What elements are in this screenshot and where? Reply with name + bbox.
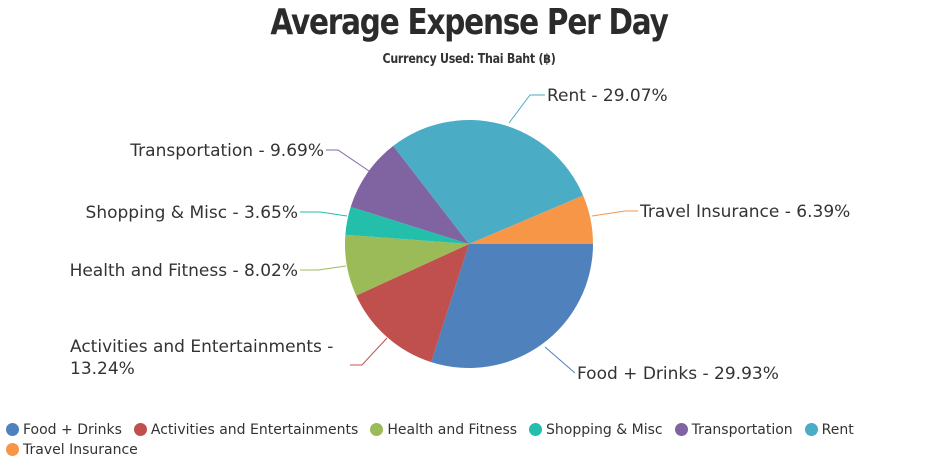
legend-item[interactable]: Health and Fitness [370, 420, 517, 440]
pie-slice-rent[interactable] [393, 120, 584, 244]
pie-slice-travel-insurance[interactable] [469, 195, 593, 244]
chart-title: Average Expense Per Day [270, 2, 668, 43]
pie-slice-activities-and-entertainments[interactable] [356, 244, 469, 363]
label-connector [508, 94, 545, 124]
legend-label: Travel Insurance [23, 442, 138, 458]
legend-item[interactable]: Transportation [674, 420, 793, 440]
slice-data-label: Activities and Entertainments -13.24% [70, 337, 333, 379]
legend-item[interactable]: Food + Drinks [6, 420, 122, 440]
label-connector [326, 149, 373, 174]
legend-marker [529, 423, 543, 436]
pie-slice-transportation[interactable] [350, 145, 469, 244]
legend-item[interactable]: Activities and Entertainments [133, 420, 359, 440]
legend-marker [6, 443, 19, 456]
label-connector [591, 210, 638, 217]
legend-label: Shopping & Misc [546, 422, 663, 438]
label-connector [300, 265, 347, 271]
slice-data-label: Transportation - 9.69% [129, 141, 324, 161]
label-connector [300, 211, 348, 217]
legend-item[interactable]: Travel Insurance [6, 440, 138, 460]
pie-slice-health-and-fitness[interactable] [345, 234, 469, 296]
slice-data-label: Rent - 29.07% [547, 86, 668, 106]
legend-marker [6, 423, 19, 436]
pie-slice-shopping-misc[interactable] [345, 206, 469, 244]
legend-marker [674, 423, 688, 436]
legend-marker [370, 423, 384, 436]
legend-label: Transportation [691, 422, 793, 438]
legend: Food + Drinks Activities and Entertainmen… [6, 420, 936, 460]
slice-data-label: Travel Insurance - 6.39% [639, 202, 850, 222]
slice-data-label: Health and Fitness - 8.02% [70, 261, 298, 281]
legend-label: Food + Drinks [23, 422, 122, 438]
legend-label: Health and Fitness [387, 422, 518, 438]
legend-item[interactable]: Rent [804, 420, 854, 440]
legend-marker [133, 423, 147, 436]
legend-label: Activities and Entertainments [150, 422, 359, 438]
label-connector [350, 337, 388, 366]
legend-label: Rent [821, 422, 854, 438]
slice-data-label: Shopping & Misc - 3.65% [86, 203, 298, 223]
legend-item[interactable]: Shopping & Misc [529, 420, 663, 440]
slice-data-label: Food + Drinks - 29.93% [577, 364, 779, 384]
pie-slice-food-drinks[interactable] [431, 244, 593, 368]
label-connector [544, 346, 576, 374]
legend-marker [804, 423, 818, 436]
chart-subtitle: Currency Used: Thai Baht (฿) [382, 52, 556, 67]
